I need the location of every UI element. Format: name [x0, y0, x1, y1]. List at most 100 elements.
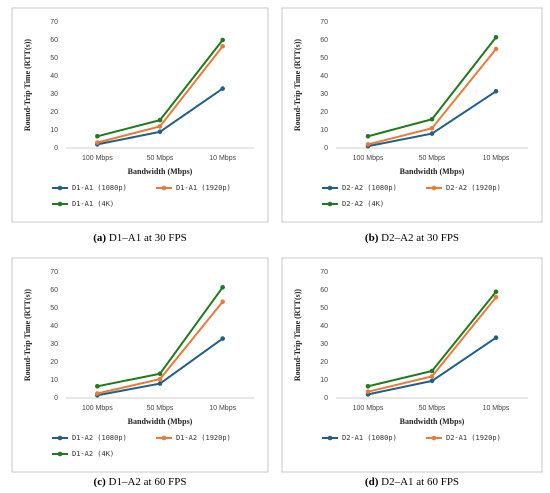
x-tick-label: 10 Mbps — [209, 405, 236, 412]
point — [220, 336, 225, 341]
legend-label: D1-A2 (1080p) — [72, 434, 127, 442]
y-tick-label: 30 — [50, 341, 58, 348]
y-tick-label: 70 — [320, 269, 328, 276]
legend-marker — [327, 435, 333, 441]
point — [95, 134, 100, 139]
point — [493, 289, 499, 295]
legend-marker — [161, 435, 167, 441]
point — [220, 44, 225, 49]
point — [220, 299, 225, 305]
point — [157, 376, 163, 382]
point — [493, 335, 499, 341]
x-axis-label: Bandwidth (Mbps) — [128, 167, 193, 176]
legend-marker — [327, 185, 333, 191]
legend-label: D1-A1 (4K) — [72, 200, 114, 208]
y-tick-label: 20 — [320, 109, 328, 116]
panel-frame — [11, 257, 269, 473]
y-tick-label: 0 — [54, 145, 58, 152]
point — [157, 129, 163, 135]
panel-frame — [11, 7, 269, 223]
y-tick-label: 50 — [50, 55, 58, 62]
legend-marker — [57, 201, 63, 207]
y-tick-label: 70 — [320, 19, 328, 26]
point — [157, 124, 163, 129]
legend-marker — [431, 435, 437, 441]
y-axis-label: Round-Trip Time (RTT(s)) — [293, 39, 302, 132]
point — [365, 134, 371, 139]
point — [429, 125, 435, 131]
y-tick-label: 10 — [50, 127, 58, 134]
caption-panel: (b) — [365, 232, 379, 244]
y-tick-label: 60 — [50, 37, 58, 44]
point — [429, 378, 435, 384]
caption-text: D1–A1 at 30 FPS — [109, 232, 187, 244]
y-axis-label: Round-Trip Time (RTT(s)) — [293, 289, 302, 382]
y-axis-label: Round-Trip Time (RTT(s)) — [23, 39, 32, 132]
x-tick-label: 50 Mbps — [147, 155, 174, 162]
y-tick-label: 70 — [50, 19, 58, 26]
y-tick-label: 0 — [324, 395, 328, 402]
point — [429, 374, 435, 379]
caption-text: D2–A2 at 30 FPS — [381, 232, 459, 244]
x-tick-label: 100 Mbps — [353, 155, 384, 162]
y-tick-label: 70 — [50, 269, 58, 276]
y-tick-label: 20 — [50, 109, 58, 116]
x-tick-label: 50 Mbps — [147, 405, 174, 412]
y-tick-label: 40 — [50, 73, 58, 80]
x-axis-label: Bandwidth (Mbps) — [400, 167, 465, 176]
legend-marker — [57, 435, 63, 441]
point — [95, 140, 100, 145]
point — [157, 381, 163, 386]
x-tick-label: 10 Mbps — [209, 155, 236, 162]
y-axis-label: Round-Trip Time (RTT(s)) — [23, 289, 32, 382]
legend-label: D2-A2 (1080p) — [342, 184, 397, 192]
x-tick-label: 50 Mbps — [419, 155, 446, 162]
x-tick-label: 10 Mbps — [483, 155, 510, 162]
caption: (d) D2–A1 at 60 FPS — [365, 476, 459, 488]
legend-label: D1-A1 (1920p) — [176, 184, 231, 192]
y-tick-label: 20 — [50, 359, 58, 366]
legend-marker — [57, 185, 63, 191]
series-line — [367, 336, 497, 396]
x-tick-label: 100 Mbps — [82, 155, 113, 162]
point — [493, 294, 499, 300]
series-line — [97, 87, 224, 146]
point — [220, 285, 225, 290]
x-tick-label: 100 Mbps — [82, 405, 113, 412]
y-tick-label: 0 — [324, 145, 328, 152]
point — [157, 371, 163, 377]
point — [365, 389, 371, 395]
y-tick-label: 0 — [54, 395, 58, 402]
y-tick-label: 40 — [320, 73, 328, 80]
point — [157, 117, 163, 123]
point — [429, 116, 435, 122]
point — [220, 86, 225, 91]
y-tick-label: 10 — [50, 377, 58, 384]
y-tick-label: 50 — [320, 55, 328, 62]
point — [95, 391, 100, 396]
y-tick-label: 50 — [50, 305, 58, 312]
y-tick-label: 10 — [320, 377, 328, 384]
point — [365, 384, 371, 389]
legend-marker — [161, 185, 167, 191]
caption-text: D1–A2 at 60 FPS — [109, 476, 187, 488]
legend-label: D2-A2 (4K) — [342, 200, 384, 208]
legend-label: D1-A2 (1920p) — [176, 434, 231, 442]
point — [493, 35, 499, 40]
caption-panel: (c) — [94, 476, 107, 488]
legend-label: D1-A1 (1080p) — [72, 184, 127, 192]
point — [493, 46, 499, 52]
y-tick-label: 10 — [320, 127, 328, 134]
x-tick-label: 50 Mbps — [419, 405, 446, 412]
point — [429, 131, 435, 136]
y-tick-label: 60 — [50, 287, 58, 294]
point — [95, 384, 100, 389]
y-tick-label: 30 — [320, 91, 328, 98]
x-axis-label: Bandwidth (Mbps) — [128, 417, 193, 426]
y-tick-label: 60 — [320, 37, 328, 44]
y-tick-label: 30 — [50, 91, 58, 98]
x-tick-label: 10 Mbps — [483, 405, 510, 412]
y-tick-label: 50 — [320, 305, 328, 312]
caption: (a) D1–A1 at 30 FPS — [93, 232, 187, 244]
